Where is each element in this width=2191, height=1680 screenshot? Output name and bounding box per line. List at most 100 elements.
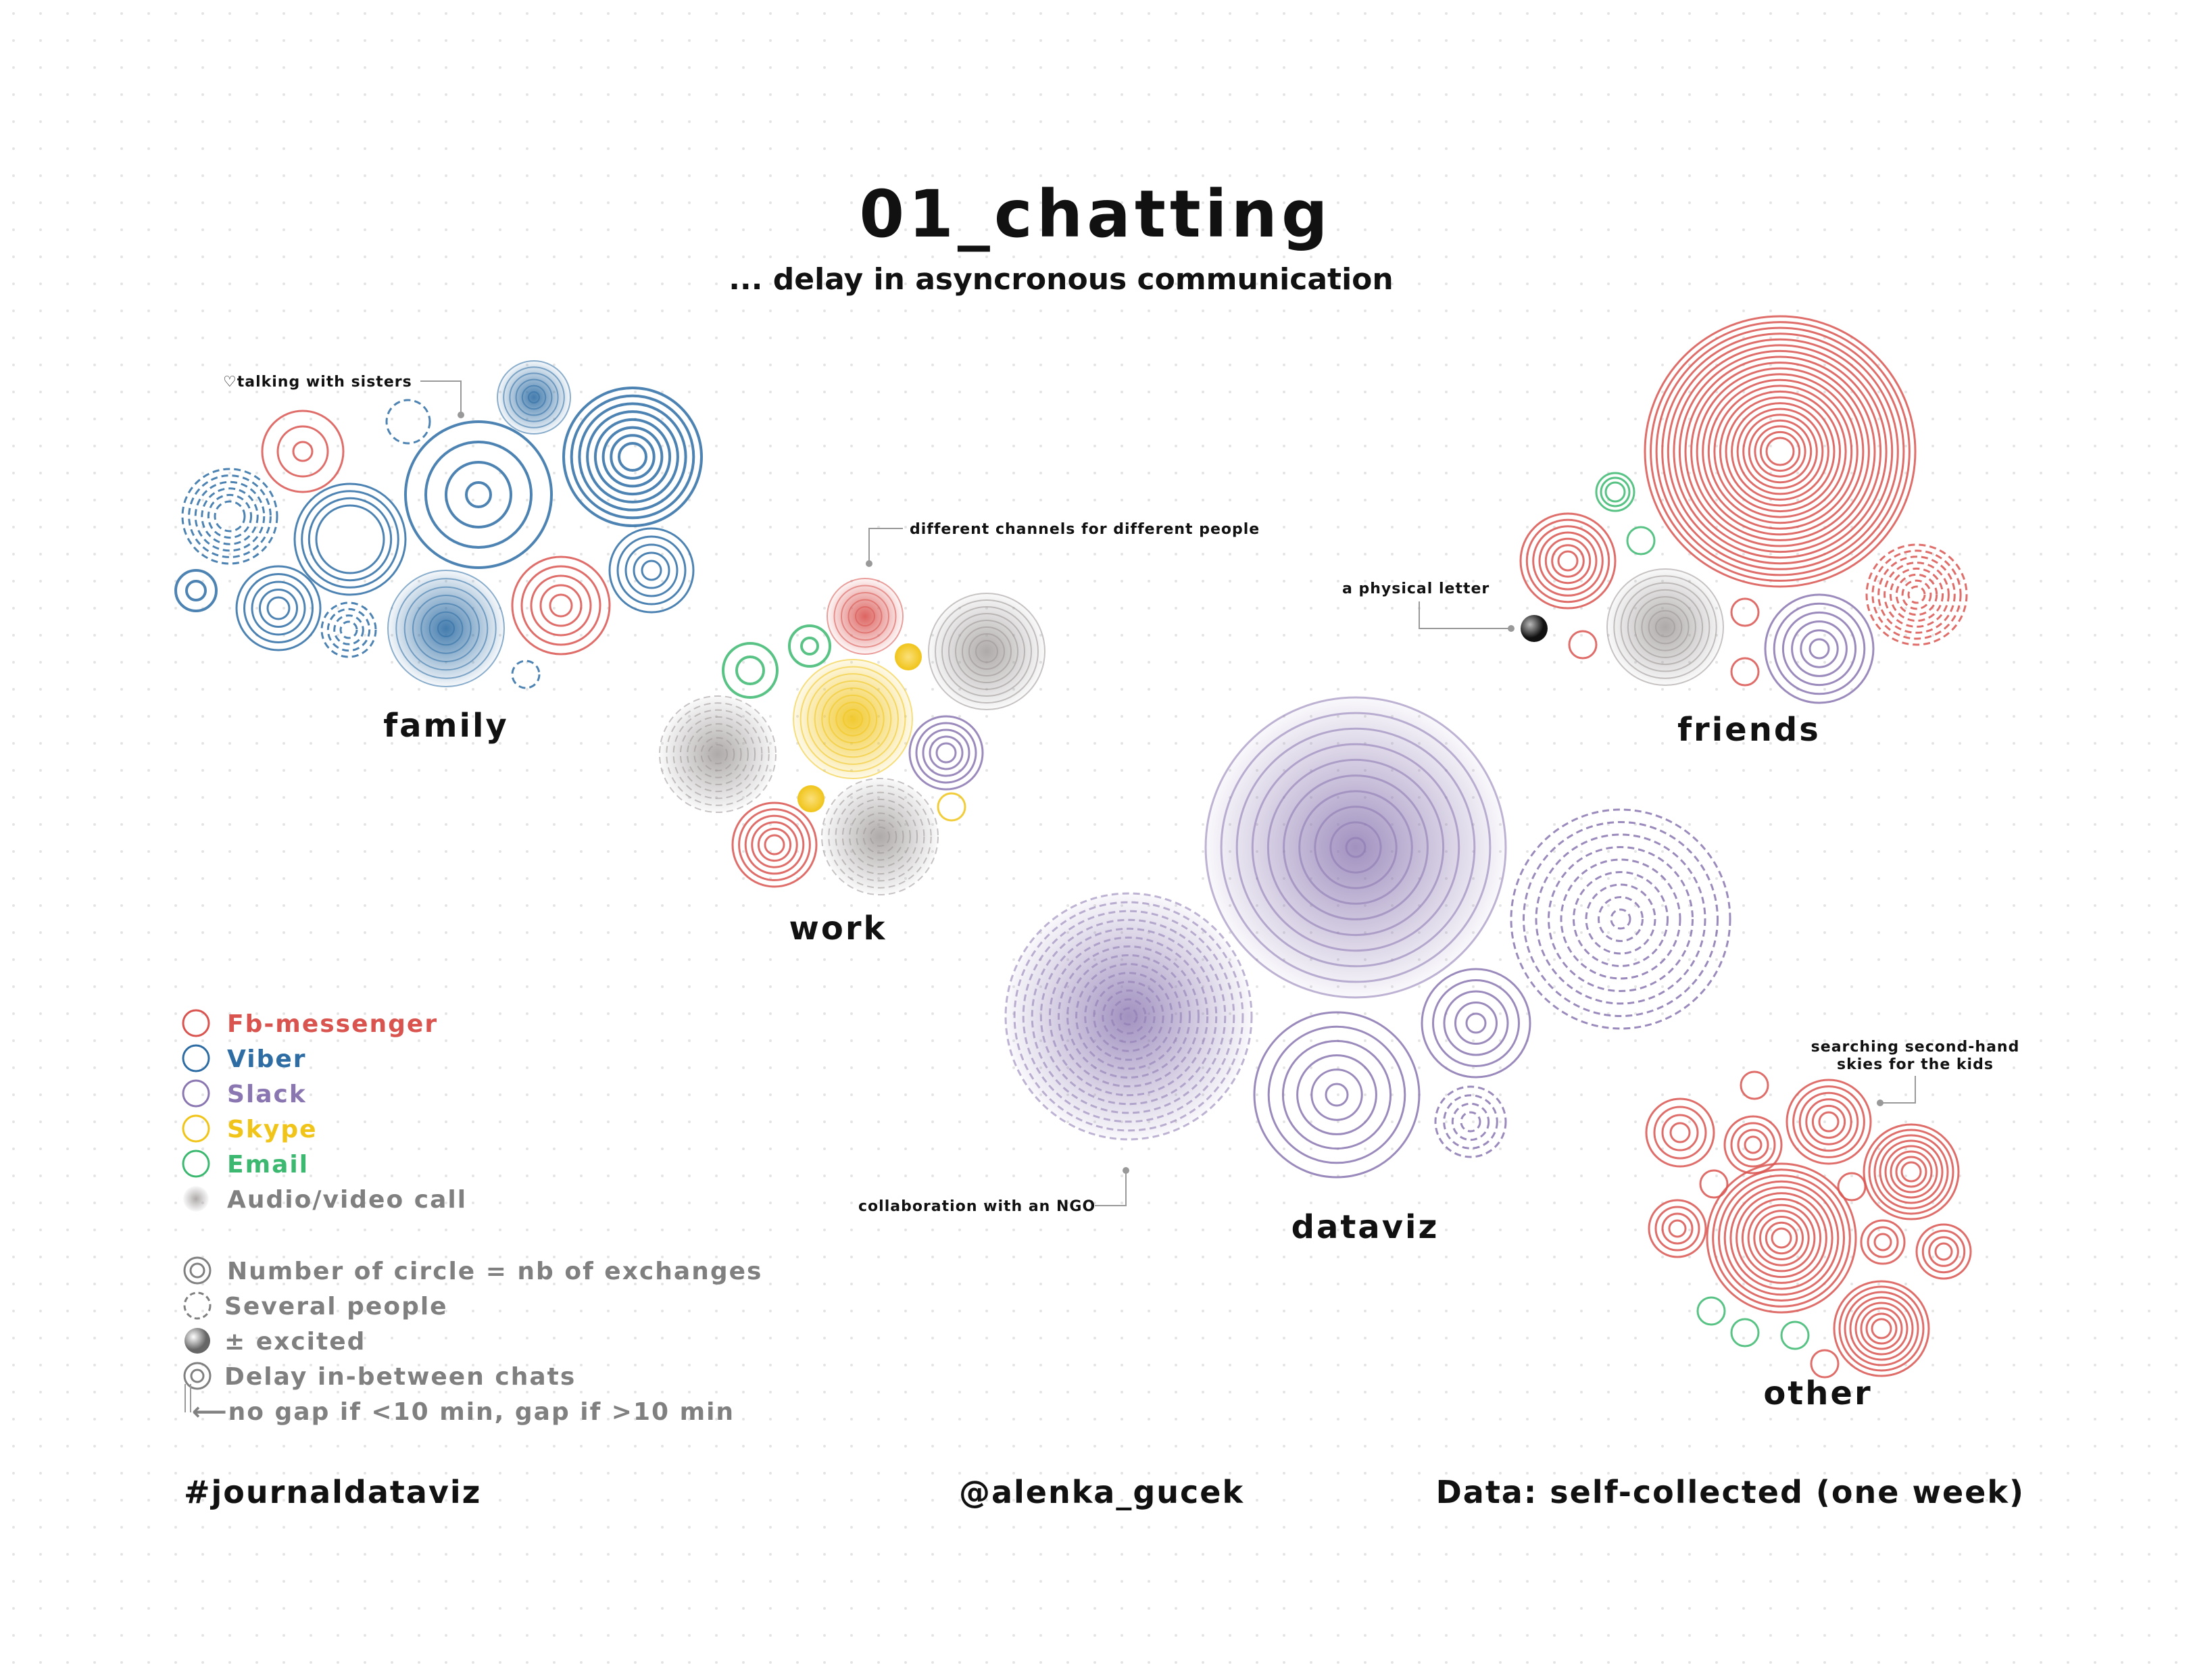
chat-bubble-work (793, 659, 913, 779)
chat-bubble-dataviz (1204, 696, 1507, 999)
chat-bubble-family (497, 360, 571, 435)
legend-call-label: Audio/video call (227, 1186, 467, 1214)
chat-bubble-work (827, 578, 904, 655)
legend-item-call: Audio/video call (183, 1186, 467, 1214)
chat-bubble-other (1730, 1318, 1760, 1348)
chat-bubble-other (1696, 1296, 1726, 1326)
annotation-channels: different channels for different people (866, 521, 1260, 567)
legend-item-excited: ± excited (184, 1328, 366, 1356)
chat-bubble-work (797, 785, 824, 812)
legend-skype-label: Skype (227, 1116, 318, 1143)
gap-circle-icon (183, 1362, 212, 1390)
chat-bubble-family (608, 527, 695, 614)
chat-bubble-work (928, 593, 1045, 710)
chat-bubble-friends (1730, 597, 1760, 627)
legend-viber-label: Viber (227, 1045, 307, 1073)
annotation-searching-line2: skies for the kids (1837, 1056, 1994, 1073)
chat-bubble-family (562, 387, 703, 527)
legend-item-concentric: Number of circle = nb of exchanges (183, 1256, 762, 1285)
chat-bubble-other (1837, 1172, 1867, 1202)
legend-slack-label: Slack (227, 1081, 307, 1108)
chat-bubble-family (174, 569, 218, 612)
chat-bubble-work (895, 643, 922, 670)
legend-delay-label: Delay in-between chats (224, 1363, 576, 1391)
chat-bubble-friends (1626, 526, 1656, 555)
dashed-circle-icon (183, 1291, 212, 1320)
group-label-family: family (383, 707, 508, 745)
chat-bubble-work (788, 624, 831, 668)
legend-skype-swatch (182, 1114, 210, 1143)
chat-bubble-work (821, 778, 939, 895)
chat-bubble-dataviz (1004, 892, 1253, 1141)
annotation-ngo-text: collaboration with an NGO (858, 1198, 1096, 1215)
legend-email-swatch (182, 1150, 210, 1178)
group-label-dataviz: dataviz (1291, 1208, 1439, 1246)
chat-bubble-dataviz (1510, 808, 1731, 1030)
footer-source: Data: self-collected (one week) (1436, 1474, 2025, 1510)
legend-email-label: Email (227, 1151, 309, 1179)
legend-call-swatch (183, 1186, 209, 1212)
annotation-letter: a physical letter (1342, 580, 1515, 632)
chat-bubble-family (235, 565, 322, 651)
annotation-sisters: ♡talking with sisters (223, 374, 464, 418)
chat-bubble-other (1863, 1123, 1960, 1220)
chat-bubble-other (1706, 1162, 1857, 1314)
chat-bubble-family (404, 420, 553, 569)
annotation-sisters-text: ♡talking with sisters (223, 374, 412, 391)
chat-bubble-work (908, 715, 984, 791)
chat-bubble-friends (1644, 315, 1917, 588)
group-label-other: other (1763, 1375, 1872, 1412)
legend-encodings: Number of circle = nb of exchanges Sever… (183, 1256, 762, 1426)
chat-bubble-family (385, 399, 431, 445)
chat-bubble-other (1860, 1219, 1906, 1265)
chat-bubble-family (181, 468, 278, 565)
annotation-searching-line1: searching second-hand (1811, 1039, 2020, 1056)
chat-bubble-dataviz (1421, 968, 1531, 1079)
legend-viber-swatch (182, 1044, 210, 1072)
annotation-letter-text: a physical letter (1342, 580, 1490, 597)
chat-bubble-friends (1568, 630, 1598, 660)
legend-item-gap: ⟵no gap if <10 min, gap if >10 min (184, 1384, 735, 1426)
chat-bubble-work (722, 642, 779, 699)
chat-bubble-other (1786, 1079, 1872, 1165)
physical-letter-dot (1521, 615, 1548, 642)
chat-bubble-friends (1730, 657, 1760, 687)
gradient-circle-icon (184, 1328, 210, 1354)
legend-concentric-label: Number of circle = nb of exchanges (227, 1258, 762, 1285)
chat-bubble-other (1780, 1320, 1810, 1350)
page-subtitle: ... delay in asyncronous communication (729, 262, 1393, 297)
arrow-icon (184, 1384, 191, 1412)
chat-bubble-family (261, 410, 345, 493)
legend-item-fb: Fb-messenger (182, 1009, 437, 1038)
chat-bubble-other (1723, 1115, 1783, 1175)
legend-item-several: Several people (183, 1291, 447, 1320)
legend-excited-label: ± excited (224, 1328, 366, 1356)
chat-bubble-other (1645, 1097, 1715, 1168)
legend-item-email: Email (182, 1150, 309, 1179)
chat-bubble-work (731, 801, 818, 888)
chat-bubble-work (659, 695, 777, 813)
annotation-searching: searching second-hand skies for the kids (1811, 1039, 2020, 1106)
chat-bubble-friends (1606, 568, 1724, 686)
page-title: 01_chatting (859, 176, 1331, 252)
chat-bubble-other (1740, 1070, 1769, 1100)
concentric-circles-icon (183, 1256, 212, 1285)
bubble-clusters (174, 315, 1972, 1379)
chat-bubble-work (937, 792, 966, 822)
chat-bubble-friends (1519, 512, 1617, 610)
chat-bubble-family (387, 570, 505, 687)
footer-author: @alenka_gucek (959, 1474, 1244, 1510)
chat-bubble-other (1648, 1199, 1707, 1258)
chat-bubble-friends (1865, 543, 1968, 646)
chat-bubble-family (511, 555, 611, 656)
legend-item-viber: Viber (182, 1044, 307, 1073)
chat-bubble-other (1915, 1223, 1972, 1280)
legend-fb-swatch (182, 1009, 210, 1037)
footer-hashtag: #journaldataviz (184, 1474, 481, 1510)
legend-gap-label: ⟵no gap if <10 min, gap if >10 min (192, 1398, 735, 1426)
group-label-work: work (789, 910, 887, 947)
legend-channels: Fb-messenger Viber Slack Skype Email Aud… (182, 1009, 467, 1214)
annotation-channels-text: different channels for different people (910, 521, 1260, 538)
chat-bubble-other (1833, 1280, 1930, 1377)
